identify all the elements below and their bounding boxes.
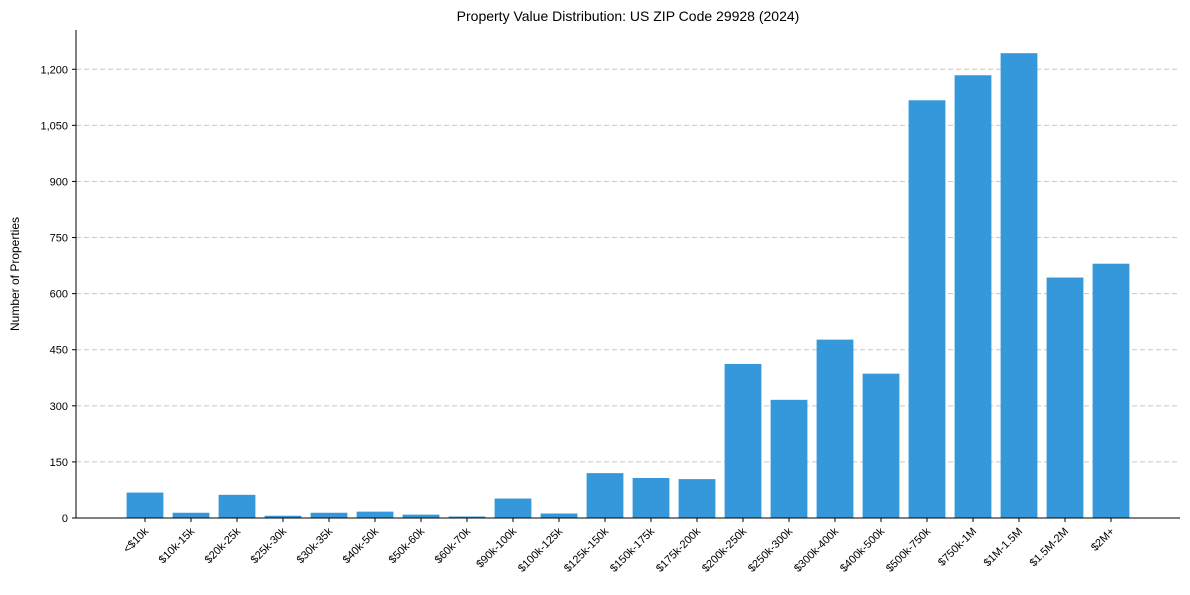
x-tick-label: $125k-150k: [562, 525, 611, 574]
x-tick-label: $40k-50k: [341, 525, 382, 566]
y-tick-label: 600: [50, 289, 68, 301]
y-tick-label: 0: [62, 513, 68, 525]
bar-20: [1046, 277, 1084, 518]
bar-6: [402, 514, 440, 518]
x-tick-label: $90k-100k: [474, 525, 519, 570]
x-tick-label: $30k-35k: [295, 525, 336, 566]
bar-16: [862, 373, 900, 518]
y-axis-label: Number of Properties: [8, 217, 22, 331]
bar-5: [356, 511, 394, 518]
y-tick-label: 750: [50, 233, 68, 245]
x-tick-label: $200k-250k: [700, 525, 749, 574]
x-tick-label: $50k-60k: [387, 525, 428, 566]
x-tick-label: $400k-500k: [838, 525, 887, 574]
x-tick-label: $60k-70k: [433, 525, 474, 566]
bar-18: [954, 75, 992, 519]
bar-8: [494, 498, 532, 518]
y-tick-label: 900: [50, 176, 68, 188]
x-tick-label: $1M-1.5M: [982, 526, 1026, 570]
x-tick-label: $1.5M-2M: [1028, 526, 1072, 570]
bar-1: [172, 512, 210, 518]
x-tick-label: $100k-125k: [516, 525, 565, 574]
x-tick-label: $25k-30k: [249, 525, 290, 566]
x-tick-label: $2M+: [1089, 526, 1117, 554]
bar-2: [218, 494, 256, 518]
x-tick-label: $250k-300k: [746, 525, 795, 574]
bar-9: [540, 513, 578, 518]
bar-13: [724, 363, 762, 518]
bar-11: [632, 477, 670, 518]
bar-7: [448, 516, 486, 518]
x-tick-label: $300k-400k: [792, 525, 841, 574]
bar-19: [1000, 53, 1038, 519]
bar-12: [678, 479, 716, 518]
x-tick-label: $20k-25k: [203, 525, 244, 566]
bar-21: [1092, 263, 1130, 518]
x-tick-label: $175k-200k: [654, 525, 703, 574]
bar-4: [310, 512, 348, 518]
y-tick-label: 1,050: [40, 120, 68, 132]
bar-15: [816, 339, 854, 518]
x-tick-label: $500k-750k: [884, 525, 933, 574]
bar-17: [908, 100, 946, 519]
chart-title: Property Value Distribution: US ZIP Code…: [457, 8, 800, 24]
x-tick-label: <$10k: [121, 525, 151, 555]
y-tick-label: 1,200: [40, 64, 68, 76]
bar-0: [126, 492, 164, 518]
bar-3: [264, 515, 302, 518]
bar-10: [586, 473, 624, 518]
bar-14: [770, 399, 808, 518]
y-tick-label: 300: [50, 401, 68, 413]
y-tick-label: 450: [50, 345, 68, 357]
x-tick-label: $150k-175k: [608, 525, 657, 574]
x-tick-label: $10k-15k: [157, 525, 198, 566]
y-tick-label: 150: [50, 457, 68, 469]
x-tick-label: $750k-1M: [936, 526, 979, 569]
